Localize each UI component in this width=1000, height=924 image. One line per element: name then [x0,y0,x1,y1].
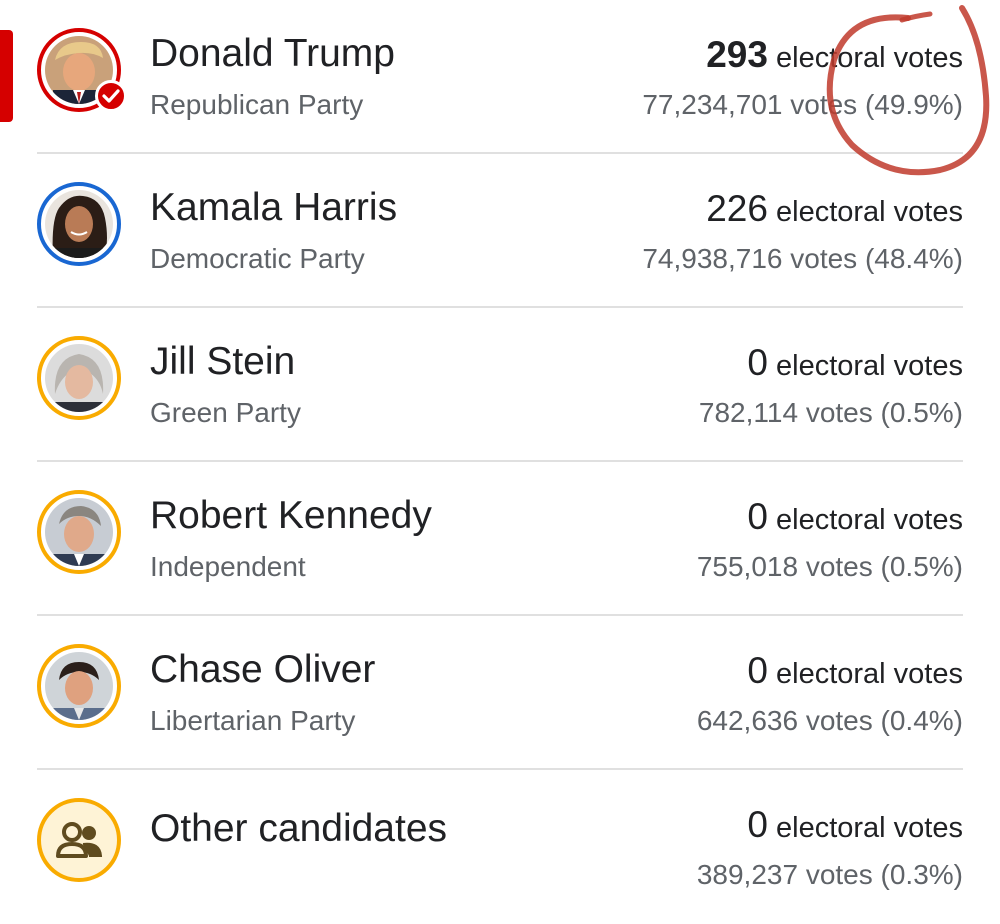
electoral-label: electoral votes [776,42,963,74]
avatar-chase-oliver [37,644,121,728]
candidate-party: Independent [150,551,306,582]
kamala-harris-photo [45,190,113,258]
candidate-row-chase-oliver[interactable]: Chase Oliver Libertarian Party 0 elector… [0,616,1000,770]
electoral-count: 226 [706,188,768,229]
candidate-party: Democratic Party [150,243,365,274]
electoral-votes: 226 electoral votes [706,187,963,234]
avatar-jill-stein [37,336,121,420]
chase-oliver-photo [45,652,113,720]
candidate-name: Robert Kennedy [150,494,432,537]
candidate-row-donald-trump[interactable]: Donald Trump Republican Party 293 electo… [0,0,1000,154]
electoral-count: 0 [747,650,768,691]
people-group-icon [45,806,113,874]
electoral-count: 0 [747,496,768,537]
row-divider [37,614,963,616]
avatar-donald-trump [37,28,127,112]
electoral-votes: 0 electoral votes [747,803,963,850]
electoral-count: 0 [747,804,768,845]
row-divider [37,306,963,308]
winner-check-icon [95,80,127,112]
avatar-robert-kennedy [37,490,121,574]
candidate-name: Kamala Harris [150,186,398,229]
candidate-name: Other candidates [150,807,448,850]
electoral-label: electoral votes [776,812,963,844]
electoral-label: electoral votes [776,196,963,228]
winner-accent-bar [0,30,13,122]
electoral-votes: 0 electoral votes [747,649,963,696]
popular-votes: 389,237 votes (0.3%) [696,859,963,890]
candidate-row-jill-stein[interactable]: Jill Stein Green Party 0 electoral votes… [0,308,1000,462]
popular-votes: 642,636 votes (0.4%) [696,705,963,736]
avatar-other-candidates [37,798,121,882]
electoral-votes: 0 electoral votes [747,341,963,388]
electoral-label: electoral votes [776,350,963,382]
candidate-row-kamala-harris[interactable]: Kamala Harris Democratic Party 226 elect… [0,154,1000,308]
candidate-name: Jill Stein [150,340,296,383]
row-divider [37,460,963,462]
popular-votes: 74,938,716 votes (48.4%) [642,243,963,274]
row-divider [37,152,963,154]
avatar-kamala-harris [37,182,121,266]
candidate-party: Republican Party [150,89,364,120]
robert-kennedy-photo [45,498,113,566]
candidate-row-other-candidates[interactable]: Other candidates 0 electoral votes 389,2… [0,770,1000,924]
row-divider [37,768,963,770]
electoral-votes: 293 electoral votes [706,33,963,80]
electoral-votes: 0 electoral votes [747,495,963,542]
popular-votes: 755,018 votes (0.5%) [696,551,963,582]
jill-stein-photo [45,344,113,412]
electoral-label: electoral votes [776,658,963,690]
candidate-party: Libertarian Party [150,705,356,736]
electoral-count: 0 [747,342,768,383]
popular-votes: 782,114 votes (0.5%) [698,397,963,428]
popular-votes: 77,234,701 votes (49.9%) [642,89,963,120]
candidate-name: Donald Trump [150,32,395,75]
candidate-row-robert-kennedy[interactable]: Robert Kennedy Independent 0 electoral v… [0,462,1000,616]
electoral-count: 293 [706,34,768,75]
candidate-name: Chase Oliver [150,648,376,691]
electoral-label: electoral votes [776,504,963,536]
candidate-party: Green Party [150,397,301,428]
